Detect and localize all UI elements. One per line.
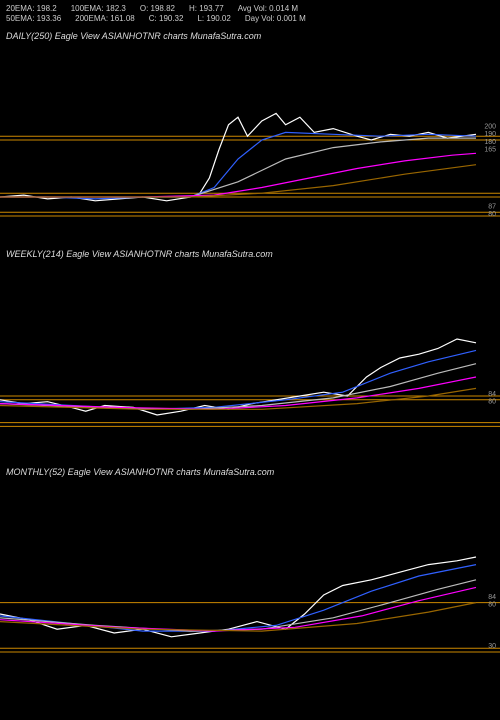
- chart-body: 8480: [0, 263, 500, 453]
- chart-panel-0: DAILY(250) Eagle View ASIANHOTNR charts …: [0, 27, 500, 235]
- chart-panel-1: WEEKLY(214) Eagle View ASIANHOTNR charts…: [0, 245, 500, 453]
- axis-label: 200: [484, 123, 496, 130]
- chart-body: 200190180165 8780: [0, 45, 500, 235]
- dayvol-stat: Day Vol: 0.001 M: [245, 14, 306, 24]
- axis-label: 84: [488, 391, 496, 398]
- axis-label: 80: [488, 211, 496, 218]
- chart-title-suffix: charts MunafaSutra.com: [161, 31, 262, 41]
- chart-gap: [0, 235, 500, 245]
- ema200-stat: 200EMA: 161.08: [75, 14, 135, 24]
- axis-label: 190: [484, 131, 496, 138]
- ema100-stat: 100EMA: 182.3: [71, 4, 126, 14]
- stats-row-1: 20EMA: 198.2 100EMA: 182.3 O: 198.82 H: …: [6, 4, 494, 14]
- axis-label: 165: [484, 146, 496, 153]
- stats-row-2: 50EMA: 193.36 200EMA: 161.08 C: 190.32 L…: [6, 14, 494, 24]
- high-stat: H: 193.77: [189, 4, 224, 14]
- chart-title-prefix: DAILY(250) Eagle View: [6, 31, 102, 41]
- chart-title: WEEKLY(214) Eagle View ASIANHOTNR charts…: [0, 245, 500, 263]
- axis-label: 80: [488, 398, 496, 405]
- chart-title-prefix: WEEKLY(214) Eagle View: [6, 249, 113, 259]
- chart-body: 8480 30: [0, 481, 500, 671]
- axis-label: 80: [488, 601, 496, 608]
- chart-gap: [0, 453, 500, 463]
- stats-header: 20EMA: 198.2 100EMA: 182.3 O: 198.82 H: …: [0, 0, 500, 27]
- chart-title-suffix: charts MunafaSutra.com: [172, 249, 273, 259]
- chart-ticker: ASIANHOTNR: [102, 31, 161, 41]
- chart-title-suffix: charts MunafaSutra.com: [174, 467, 275, 477]
- avgvol-stat: Avg Vol: 0.014 M: [238, 4, 298, 14]
- chart-title: DAILY(250) Eagle View ASIANHOTNR charts …: [0, 27, 500, 45]
- chart-title-prefix: MONTHLY(52) Eagle View: [6, 467, 115, 477]
- open-stat: O: 198.82: [140, 4, 175, 14]
- axis-label: 30: [488, 643, 496, 650]
- axis-label: 84: [488, 594, 496, 601]
- chart-ticker: ASIANHOTNR: [113, 249, 172, 259]
- chart-ticker: ASIANHOTNR: [115, 467, 174, 477]
- ema20-stat: 20EMA: 198.2: [6, 4, 57, 14]
- axis-label: 180: [484, 139, 496, 146]
- axis-label: 87: [488, 203, 496, 210]
- low-stat: L: 190.02: [197, 14, 230, 24]
- chart-panel-2: MONTHLY(52) Eagle View ASIANHOTNR charts…: [0, 463, 500, 671]
- chart-title: MONTHLY(52) Eagle View ASIANHOTNR charts…: [0, 463, 500, 481]
- ema50-stat: 50EMA: 193.36: [6, 14, 61, 24]
- close-stat: C: 190.32: [149, 14, 184, 24]
